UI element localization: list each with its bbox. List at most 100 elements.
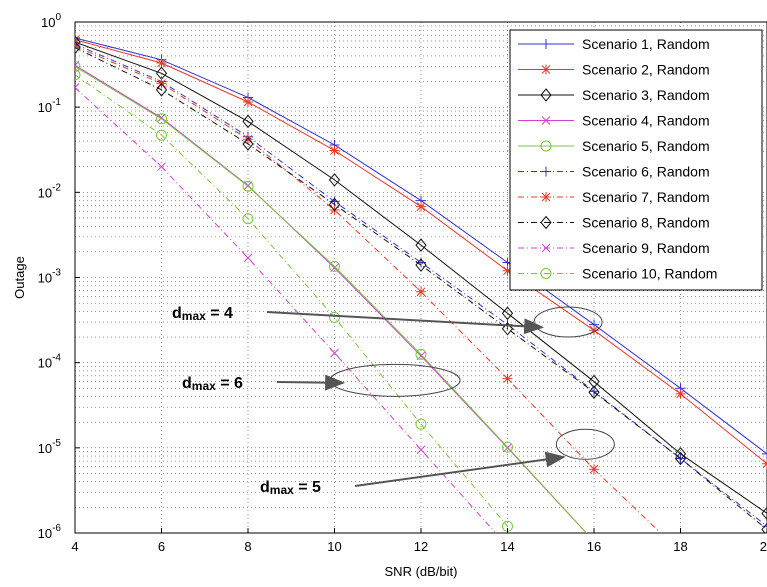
dmax-value: = 4 <box>206 305 233 322</box>
legend-entry: Scenario 3, Random <box>518 87 710 103</box>
series-8-point <box>75 40 81 55</box>
legend-entry: Scenario 8, Random <box>518 215 710 231</box>
series-6-point <box>75 39 80 50</box>
legend: Scenario 1, Random Scenario 2, Random Scen… <box>509 29 763 291</box>
series-8-point <box>415 258 427 272</box>
series-6-point <box>762 521 767 532</box>
series-9 <box>75 83 497 533</box>
series-5-point <box>329 260 340 272</box>
series-2-point <box>156 58 167 69</box>
legend-marker <box>541 39 551 49</box>
series-10-point <box>242 213 254 225</box>
series-9-point <box>243 253 253 263</box>
legend-marker <box>540 215 552 230</box>
legend-box <box>509 29 763 291</box>
x-tick-label: 8 <box>244 539 251 554</box>
series-8-point <box>242 137 254 151</box>
dmax-label: dmax = 5 <box>260 479 321 497</box>
y-tick-label: 10-1 <box>38 97 62 115</box>
series-8-point <box>155 83 168 97</box>
series-8-line <box>75 47 767 530</box>
y-tick-exponent: -2 <box>52 182 61 193</box>
dmax-value: = 5 <box>294 479 321 496</box>
dmax-annotation: dmax = 6 <box>182 363 461 397</box>
series-3-point <box>75 35 81 49</box>
series-10-point <box>156 129 167 141</box>
series-3-point <box>242 114 254 129</box>
y-tick-label: 10-2 <box>38 182 62 200</box>
x-tick-label: 4 <box>71 539 78 554</box>
legend-label: Scenario 9, Random <box>582 240 710 256</box>
series-3-point <box>415 238 427 252</box>
series-5 <box>75 61 588 533</box>
series-10-point <box>415 418 427 430</box>
series-10 <box>75 69 513 532</box>
series-10-point <box>75 69 81 81</box>
y-tick-exponent: -4 <box>52 353 61 364</box>
legend-label: Scenario 6, Random <box>582 164 710 180</box>
series-5-point <box>415 348 427 360</box>
y-tick-exponent: -1 <box>52 97 61 108</box>
x-tick-label: 6 <box>158 539 165 554</box>
series-1-point <box>762 448 767 459</box>
legend-entry: Scenario 1, Random <box>518 36 710 52</box>
series-7-point <box>502 373 513 384</box>
dmax-annotation: dmax = 4 <box>172 305 603 338</box>
x-tick-label: 18 <box>673 539 687 554</box>
series-2-point <box>502 265 513 276</box>
series-9-point <box>75 83 80 92</box>
legend-entry: Scenario 9, Random <box>518 240 710 256</box>
legend-marker <box>540 268 552 279</box>
series-9-line <box>75 87 497 533</box>
dmax-subscript: max <box>192 379 216 393</box>
series-6-point <box>589 386 599 397</box>
series-8 <box>75 40 767 533</box>
series-5-point <box>242 180 254 192</box>
legend-marker <box>541 192 551 202</box>
legend-label: Scenario 3, Random <box>582 87 710 103</box>
legend-entry: Scenario 10, Random <box>518 266 717 282</box>
series-9-point <box>157 162 166 172</box>
legend-label: Scenario 2, Random <box>582 62 710 78</box>
series-8-point <box>674 451 687 466</box>
legend-marker <box>540 88 552 102</box>
legend-label: Scenario 8, Random <box>582 215 710 231</box>
y-axis-label: Outage <box>12 256 27 299</box>
legend-label: Scenario 1, Random <box>582 36 710 52</box>
series-layer <box>75 32 767 533</box>
series-2-point <box>329 145 340 156</box>
y-tick-label: 10-4 <box>38 353 62 371</box>
x-tick-label: 14 <box>500 539 514 554</box>
series-3-point <box>761 506 767 521</box>
series-2-point <box>675 388 686 399</box>
dmax-label: dmax = 4 <box>172 305 233 323</box>
series-5-point <box>502 441 513 453</box>
y-tick-label: 10-3 <box>38 268 62 286</box>
series-8-point <box>588 385 600 399</box>
legend-entry: Scenario 4, Random <box>518 113 710 129</box>
legend-marker <box>541 243 551 253</box>
series-2-point <box>589 325 599 336</box>
y-tick-exponent: 0 <box>55 12 61 23</box>
legend-marker <box>541 116 551 125</box>
legend-marker <box>541 64 551 75</box>
dmax-value: = 6 <box>216 375 243 392</box>
legend-marker <box>541 166 551 177</box>
series-7-point <box>589 464 599 475</box>
y-tick-label: 10-6 <box>38 523 62 541</box>
y-tick-exponent: -6 <box>52 523 61 534</box>
legend-entry: Scenario 7, Random <box>518 189 710 205</box>
series-10-line <box>75 74 508 527</box>
series-9-point <box>330 348 339 358</box>
legend-entry: Scenario 5, Random <box>518 138 710 154</box>
series-2 <box>75 34 767 469</box>
series-3-line <box>75 41 767 514</box>
series-3-point <box>501 306 514 321</box>
y-tick-label: 10-5 <box>38 438 62 456</box>
legend-marker <box>540 140 552 152</box>
series-8-point <box>328 197 341 212</box>
legend-label: Scenario 4, Random <box>582 113 710 129</box>
legend-label: Scenario 7, Random <box>582 189 710 205</box>
